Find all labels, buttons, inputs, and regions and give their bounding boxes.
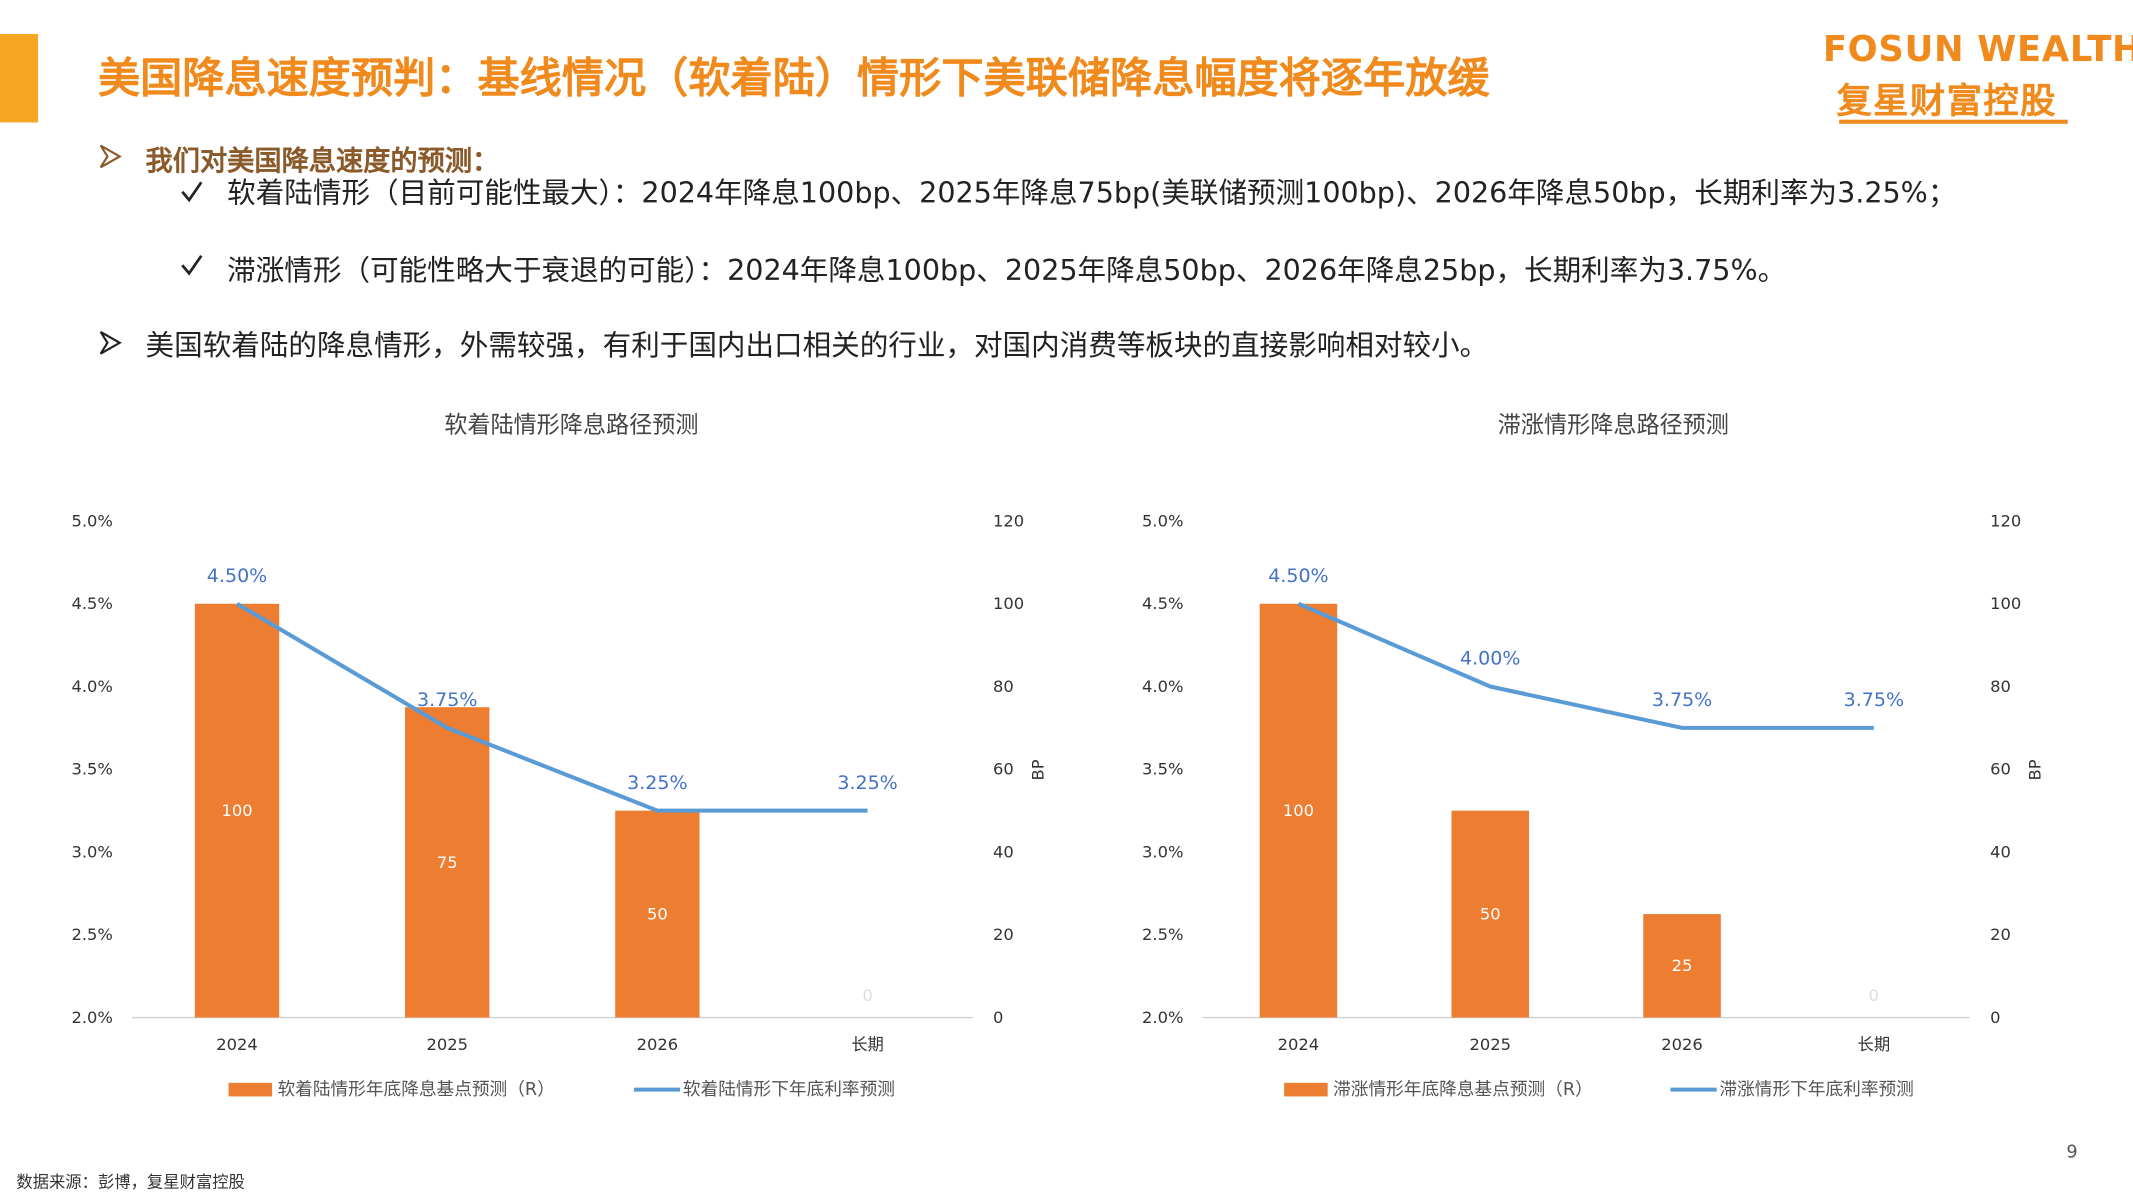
- y-tick-label: 3.0%: [71, 842, 112, 861]
- y-tick-label: 3.5%: [1142, 760, 1183, 779]
- x-tick-label: 2025: [1469, 1035, 1511, 1054]
- y2-tick-label: 60: [993, 760, 1014, 779]
- bar: [1451, 810, 1530, 1018]
- line-value-label: 3.25%: [627, 772, 687, 794]
- y2-tick-label: 120: [1990, 511, 2021, 530]
- y2-tick-label: 100: [993, 594, 1024, 613]
- x-tick-label: 2025: [426, 1035, 468, 1054]
- bar-value-label: 0: [862, 986, 872, 1005]
- y2-tick-label: 100: [1990, 594, 2021, 613]
- line-value-label: 3.75%: [1652, 689, 1712, 711]
- logo-cn: 复星财富控股: [1836, 81, 2057, 123]
- chart-title: 滞涨情形降息路径预测: [1498, 413, 1729, 439]
- y-tick-label: 2.0%: [71, 1008, 112, 1027]
- arrow-bullet: [99, 330, 122, 355]
- y-tick-label: 4.0%: [1142, 677, 1183, 696]
- legend-swatch: [228, 1082, 273, 1097]
- y2-tick-label: 0: [993, 1008, 1003, 1027]
- legend-swatch: [1284, 1082, 1328, 1097]
- bullet-lead: 我们对美国降息速度的预测：: [145, 144, 500, 177]
- bar: [1643, 914, 1721, 1018]
- arrow-bullet: [99, 144, 122, 169]
- logo-en: FOSUN WEALTH: [1822, 29, 2133, 71]
- bar-value-label: 100: [221, 801, 252, 820]
- y2-tick-label: 80: [1990, 677, 2011, 696]
- y2-tick-label: 60: [1990, 760, 2011, 779]
- y-tick-label: 4.5%: [1142, 594, 1183, 613]
- legend-label: 软着陆情形年底降息基点预测（R）: [278, 1079, 555, 1100]
- line-value-label: 4.00%: [1460, 648, 1520, 670]
- y2-tick-label: 20: [993, 925, 1014, 944]
- bar-value-label: 75: [437, 853, 458, 872]
- bar: [405, 707, 490, 1018]
- x-tick-label: 2024: [1278, 1035, 1320, 1054]
- line-value-label: 3.75%: [417, 689, 477, 711]
- y-tick-label: 5.0%: [1142, 511, 1183, 530]
- x-tick-label: 2026: [637, 1035, 679, 1054]
- line-value-label: 3.75%: [1844, 689, 1904, 711]
- line-value-label: 4.50%: [207, 565, 267, 587]
- y-tick-label: 4.0%: [71, 677, 112, 696]
- y-tick-label: 5.0%: [71, 511, 112, 530]
- bar: [615, 810, 700, 1018]
- accent-bar: [0, 34, 39, 123]
- line-value-label: 3.25%: [837, 772, 897, 794]
- y2-tick-label: 0: [1990, 1008, 2000, 1027]
- bar: [1259, 603, 1338, 1018]
- bar-value-label: 50: [1480, 905, 1501, 924]
- x-tick-label: 长期: [851, 1035, 884, 1054]
- y-tick-label: 2.0%: [1142, 1008, 1183, 1027]
- bar-value-label: 0: [1869, 986, 1879, 1005]
- x-tick-label: 2026: [1661, 1035, 1703, 1054]
- y2-tick-label: 120: [993, 511, 1024, 530]
- y-tick-label: 2.5%: [71, 925, 112, 944]
- y2-axis-label: BP: [1028, 759, 1047, 780]
- bar: [194, 603, 280, 1018]
- sub-bullet: 软着陆情形（目前可能性最大）：2024年降息100bp、2025年降息75bp(…: [227, 176, 1957, 210]
- check-bullet: [181, 181, 203, 203]
- y-tick-label: 3.5%: [71, 760, 112, 779]
- sub-bullet: 滞涨情形（可能性略大于衰退的可能）：2024年降息100bp、2025年降息50…: [227, 254, 1787, 288]
- y-tick-label: 4.5%: [71, 594, 112, 613]
- x-tick-label: 长期: [1858, 1035, 1891, 1054]
- bar-value-label: 25: [1672, 956, 1693, 975]
- chart-title: 软着陆情形降息路径预测: [444, 413, 698, 439]
- legend-label: 滞涨情形年底降息基点预测（R）: [1333, 1079, 1593, 1100]
- bar-value-label: 50: [647, 905, 668, 924]
- y-tick-label: 2.5%: [1142, 925, 1183, 944]
- line-series: [235, 602, 868, 813]
- y-tick-label: 3.0%: [1142, 842, 1183, 861]
- logo-underline: [1839, 119, 2068, 124]
- y2-tick-label: 40: [993, 842, 1014, 861]
- y2-tick-label: 80: [993, 677, 1014, 696]
- bullet-icons: [99, 144, 203, 355]
- slide-title: 美国降息速度预判：基线情况（软着陆）情形下美联储降息幅度将逐年放缓: [97, 54, 1490, 104]
- bullet: 美国软着陆的降息情形，外需较强，有利于国内出口相关的行业，对国内消费等板块的直接…: [145, 329, 1489, 362]
- line-value-label: 4.50%: [1268, 565, 1328, 587]
- check-bullet: [181, 254, 203, 276]
- page-number: 9: [2066, 1142, 2078, 1164]
- legend-label: 软着陆情形下年底利率预测: [683, 1079, 895, 1100]
- legend-label: 滞涨情形下年底利率预测: [1719, 1079, 1913, 1100]
- line-series: [1297, 601, 1874, 730]
- bar-value-label: 100: [1283, 801, 1314, 820]
- x-tick-label: 2024: [216, 1035, 258, 1054]
- y2-axis-label: BP: [2025, 759, 2044, 780]
- y2-tick-label: 40: [1990, 842, 2011, 861]
- source-note: 数据来源：彭博，复星财富控股: [16, 1172, 245, 1192]
- y2-tick-label: 20: [1990, 925, 2011, 944]
